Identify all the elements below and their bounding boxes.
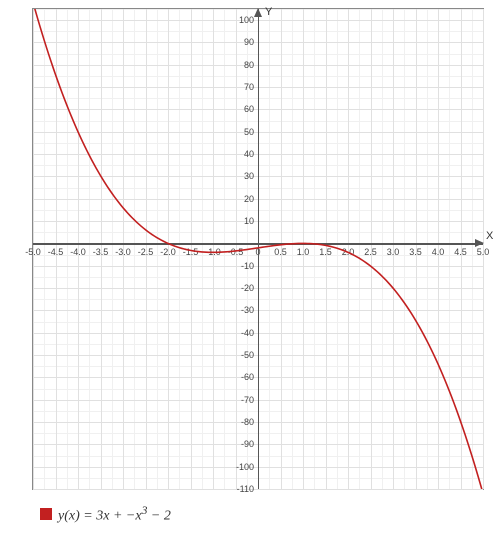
x-tick-label: 2.5 bbox=[361, 247, 381, 257]
y-tick-label: -20 bbox=[241, 283, 254, 293]
x-tick-label: -1.5 bbox=[181, 247, 201, 257]
x-tick-label: 4.0 bbox=[428, 247, 448, 257]
y-tick-label: -110 bbox=[237, 484, 254, 494]
x-tick-label: 1.0 bbox=[293, 247, 313, 257]
y-tick-label: -60 bbox=[241, 372, 254, 382]
chart-container: -5.0-4.5-4.0-3.5-3.0-2.5-2.0-1.5-1.0-0.5… bbox=[0, 0, 500, 534]
y-tick-label: -50 bbox=[241, 350, 254, 360]
x-tick-label: 5.0 bbox=[473, 247, 493, 257]
y-tick-label: -90 bbox=[241, 439, 254, 449]
y-tick-label: 30 bbox=[244, 171, 254, 181]
x-tick-label: -5.0 bbox=[23, 247, 43, 257]
x-tick-label: -4.5 bbox=[46, 247, 66, 257]
x-axis-label: X bbox=[486, 230, 493, 242]
y-tick-label: 60 bbox=[244, 104, 254, 114]
x-tick-label: -1.0 bbox=[203, 247, 223, 257]
y-tick-label: -70 bbox=[241, 395, 254, 405]
y-axis bbox=[258, 9, 259, 489]
x-tick-label: 2.0 bbox=[338, 247, 358, 257]
x-tick-label: -2.5 bbox=[136, 247, 156, 257]
y-tick-label: 80 bbox=[244, 60, 254, 70]
legend-text: y(x) = 3x + −x3 − 2 bbox=[58, 504, 171, 525]
plot-area: -5.0-4.5-4.0-3.5-3.0-2.5-2.0-1.5-1.0-0.5… bbox=[32, 8, 484, 490]
y-tick-label: -80 bbox=[241, 417, 254, 427]
y-tick-label: 70 bbox=[244, 82, 254, 92]
y-tick-label: 10 bbox=[244, 216, 254, 226]
y-tick-label: -30 bbox=[241, 305, 254, 315]
x-tick-label: 3.0 bbox=[383, 247, 403, 257]
x-tick-label: -3.0 bbox=[113, 247, 133, 257]
y-axis-label: Y bbox=[265, 6, 272, 18]
y-tick-label: -10 bbox=[241, 261, 254, 271]
legend-swatch bbox=[40, 508, 52, 520]
y-tick-label: -100 bbox=[236, 462, 254, 472]
x-tick-label: -4.0 bbox=[68, 247, 88, 257]
x-tick-label: 0.5 bbox=[271, 247, 291, 257]
x-axis-arrow-icon bbox=[475, 239, 484, 247]
y-tick-label: 20 bbox=[244, 194, 254, 204]
y-tick-label: 40 bbox=[244, 149, 254, 159]
y-tick-label: 90 bbox=[244, 37, 254, 47]
x-tick-label: -0.5 bbox=[226, 247, 246, 257]
y-tick-label: -40 bbox=[241, 328, 254, 338]
legend: y(x) = 3x + −x3 − 2 bbox=[40, 504, 171, 525]
x-tick-label: -2.0 bbox=[158, 247, 178, 257]
y-axis-arrow-icon bbox=[254, 8, 262, 17]
x-tick-label: 1.5 bbox=[316, 247, 336, 257]
y-tick-label: 100 bbox=[239, 15, 254, 25]
x-tick-label: -3.5 bbox=[91, 247, 111, 257]
x-tick-label: 3.5 bbox=[406, 247, 426, 257]
y-tick-label: 50 bbox=[244, 127, 254, 137]
x-tick-label: 4.5 bbox=[451, 247, 471, 257]
